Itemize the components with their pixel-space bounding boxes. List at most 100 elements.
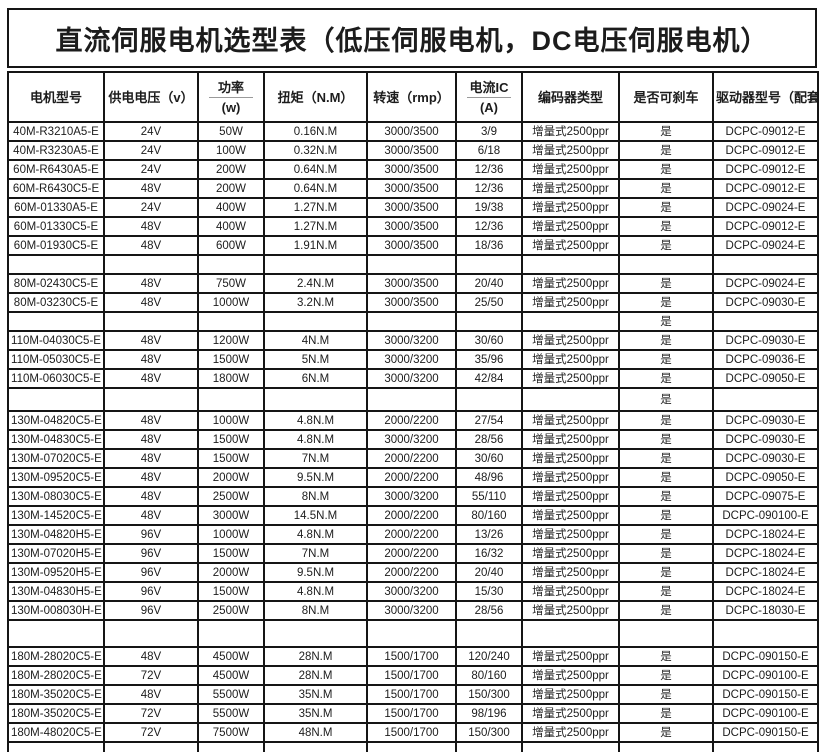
cell: 1000W: [197, 410, 265, 431]
cell: DCPC-09030-E: [712, 292, 819, 313]
cell: [455, 311, 523, 332]
cell: 2500W: [197, 600, 265, 621]
cell: 200W: [197, 159, 265, 180]
cell: 2500W: [197, 486, 265, 507]
cell: [712, 387, 819, 412]
cell: DCPC-090150-E: [712, 684, 819, 705]
cell: [366, 254, 457, 275]
cell: 19/38: [455, 197, 523, 218]
cell: [103, 311, 199, 332]
column-header: 编码器类型: [521, 71, 620, 123]
cell: [103, 619, 199, 648]
cell: 48V: [103, 505, 199, 526]
table-row: 60M-R6430C5-E 48V 200W 0.64N.M 3000/3500 12/3…: [7, 178, 819, 199]
cell: 是: [618, 159, 714, 180]
table-row: 80M-02430C5-E 48V 750W 2.4N.M 3000/3500 20/40…: [7, 273, 819, 294]
column-header-unit: (A): [467, 96, 511, 115]
cell: DCPC-09012-E: [712, 159, 819, 180]
cell: 24V: [103, 159, 199, 180]
cell: 400W: [197, 216, 265, 237]
spacer-row: [7, 619, 819, 648]
cell: 48N.M: [263, 722, 368, 743]
cell: 是: [618, 600, 714, 621]
cell: DCPC-09075-E: [712, 486, 819, 507]
cell: 48V: [103, 330, 199, 351]
cell: 48V: [103, 429, 199, 450]
cell: 3000/3200: [366, 486, 457, 507]
cell: 48V: [103, 448, 199, 469]
cell: [7, 387, 105, 412]
cell: [263, 619, 368, 648]
cell: 24V: [103, 121, 199, 142]
cell: [7, 741, 105, 752]
cell: 增量式2500ppr: [521, 216, 620, 237]
cell: 35N.M: [263, 684, 368, 705]
table-row: 130M-04820C5-E 48V 1000W 4.8N.M 2000/2200 27/…: [7, 410, 819, 431]
cell: DCPC-09024-E: [712, 235, 819, 256]
column-header: 扭矩（N.M）: [263, 71, 368, 123]
cell: [712, 741, 819, 752]
cell: 5500W: [197, 703, 265, 724]
cell: DCPC-090100-E: [712, 665, 819, 686]
cell: 是: [618, 311, 714, 332]
cell: 增量式2500ppr: [521, 273, 620, 294]
cell: 27/54: [455, 410, 523, 431]
cell: 48V: [103, 235, 199, 256]
cell: 48V: [103, 349, 199, 370]
cell: 3000/3500: [366, 140, 457, 161]
spacer-row: 是: [7, 311, 819, 332]
cell: 120/240: [455, 646, 523, 667]
cell: 1500/1700: [366, 722, 457, 743]
table-row: 130M-09520H5-E 96V 2000W 9.5N.M 2000/2200 20/…: [7, 562, 819, 583]
cell: 2000/2200: [366, 448, 457, 469]
cell: 3000/3500: [366, 292, 457, 313]
cell: 7500W: [197, 722, 265, 743]
cell: 96V: [103, 600, 199, 621]
cell: [7, 254, 105, 275]
cell: 110M-05030C5-E: [7, 349, 105, 370]
cell: [103, 741, 199, 752]
table-row: 130M-07020H5-E 96V 1500W 7N.M 2000/2200 16/32…: [7, 543, 819, 564]
cell: 是: [618, 410, 714, 431]
cell: 130M-04830C5-E: [7, 429, 105, 450]
cell: 是: [618, 562, 714, 583]
cell: DCPC-09012-E: [712, 216, 819, 237]
table-row: 60M-R6430A5-E 24V 200W 0.64N.M 3000/3500 12/3…: [7, 159, 819, 180]
cell: 35N.M: [263, 703, 368, 724]
cell: 72V: [103, 703, 199, 724]
cell: 增量式2500ppr: [521, 600, 620, 621]
cell: 110M-04030C5-E: [7, 330, 105, 351]
cell: 28N.M: [263, 646, 368, 667]
cell: 是: [618, 140, 714, 161]
cell: 是: [618, 467, 714, 488]
cell: 2000/2200: [366, 524, 457, 545]
cell: 增量式2500ppr: [521, 543, 620, 564]
cell: 4.8N.M: [263, 524, 368, 545]
cell: 30/60: [455, 330, 523, 351]
cell: [7, 311, 105, 332]
cell: 130M-04820H5-E: [7, 524, 105, 545]
cell: 48V: [103, 178, 199, 199]
spacer-row: [7, 254, 819, 275]
cell: 3000/3200: [366, 429, 457, 450]
cell: 是: [618, 448, 714, 469]
cell: 4N.M: [263, 330, 368, 351]
cell: 7N.M: [263, 543, 368, 564]
cell: 1.27N.M: [263, 216, 368, 237]
cell: DCPC-090150-E: [712, 646, 819, 667]
cell: 80M-02430C5-E: [7, 273, 105, 294]
table-row: 180M-48020C5-E 72V 7500W 48N.M 1500/1700 150/…: [7, 722, 819, 743]
cell: 15/30: [455, 581, 523, 602]
cell: 20/40: [455, 562, 523, 583]
cell: 是: [618, 216, 714, 237]
cell: [197, 741, 265, 752]
cell: DCPC-09030-E: [712, 429, 819, 450]
cell: 是: [618, 349, 714, 370]
cell: 1500W: [197, 581, 265, 602]
cell: 2000/2200: [366, 505, 457, 526]
cell: 1200W: [197, 330, 265, 351]
cell: 1500W: [197, 349, 265, 370]
cell: [103, 387, 199, 412]
cell: 是: [618, 292, 714, 313]
cell: 48V: [103, 368, 199, 389]
